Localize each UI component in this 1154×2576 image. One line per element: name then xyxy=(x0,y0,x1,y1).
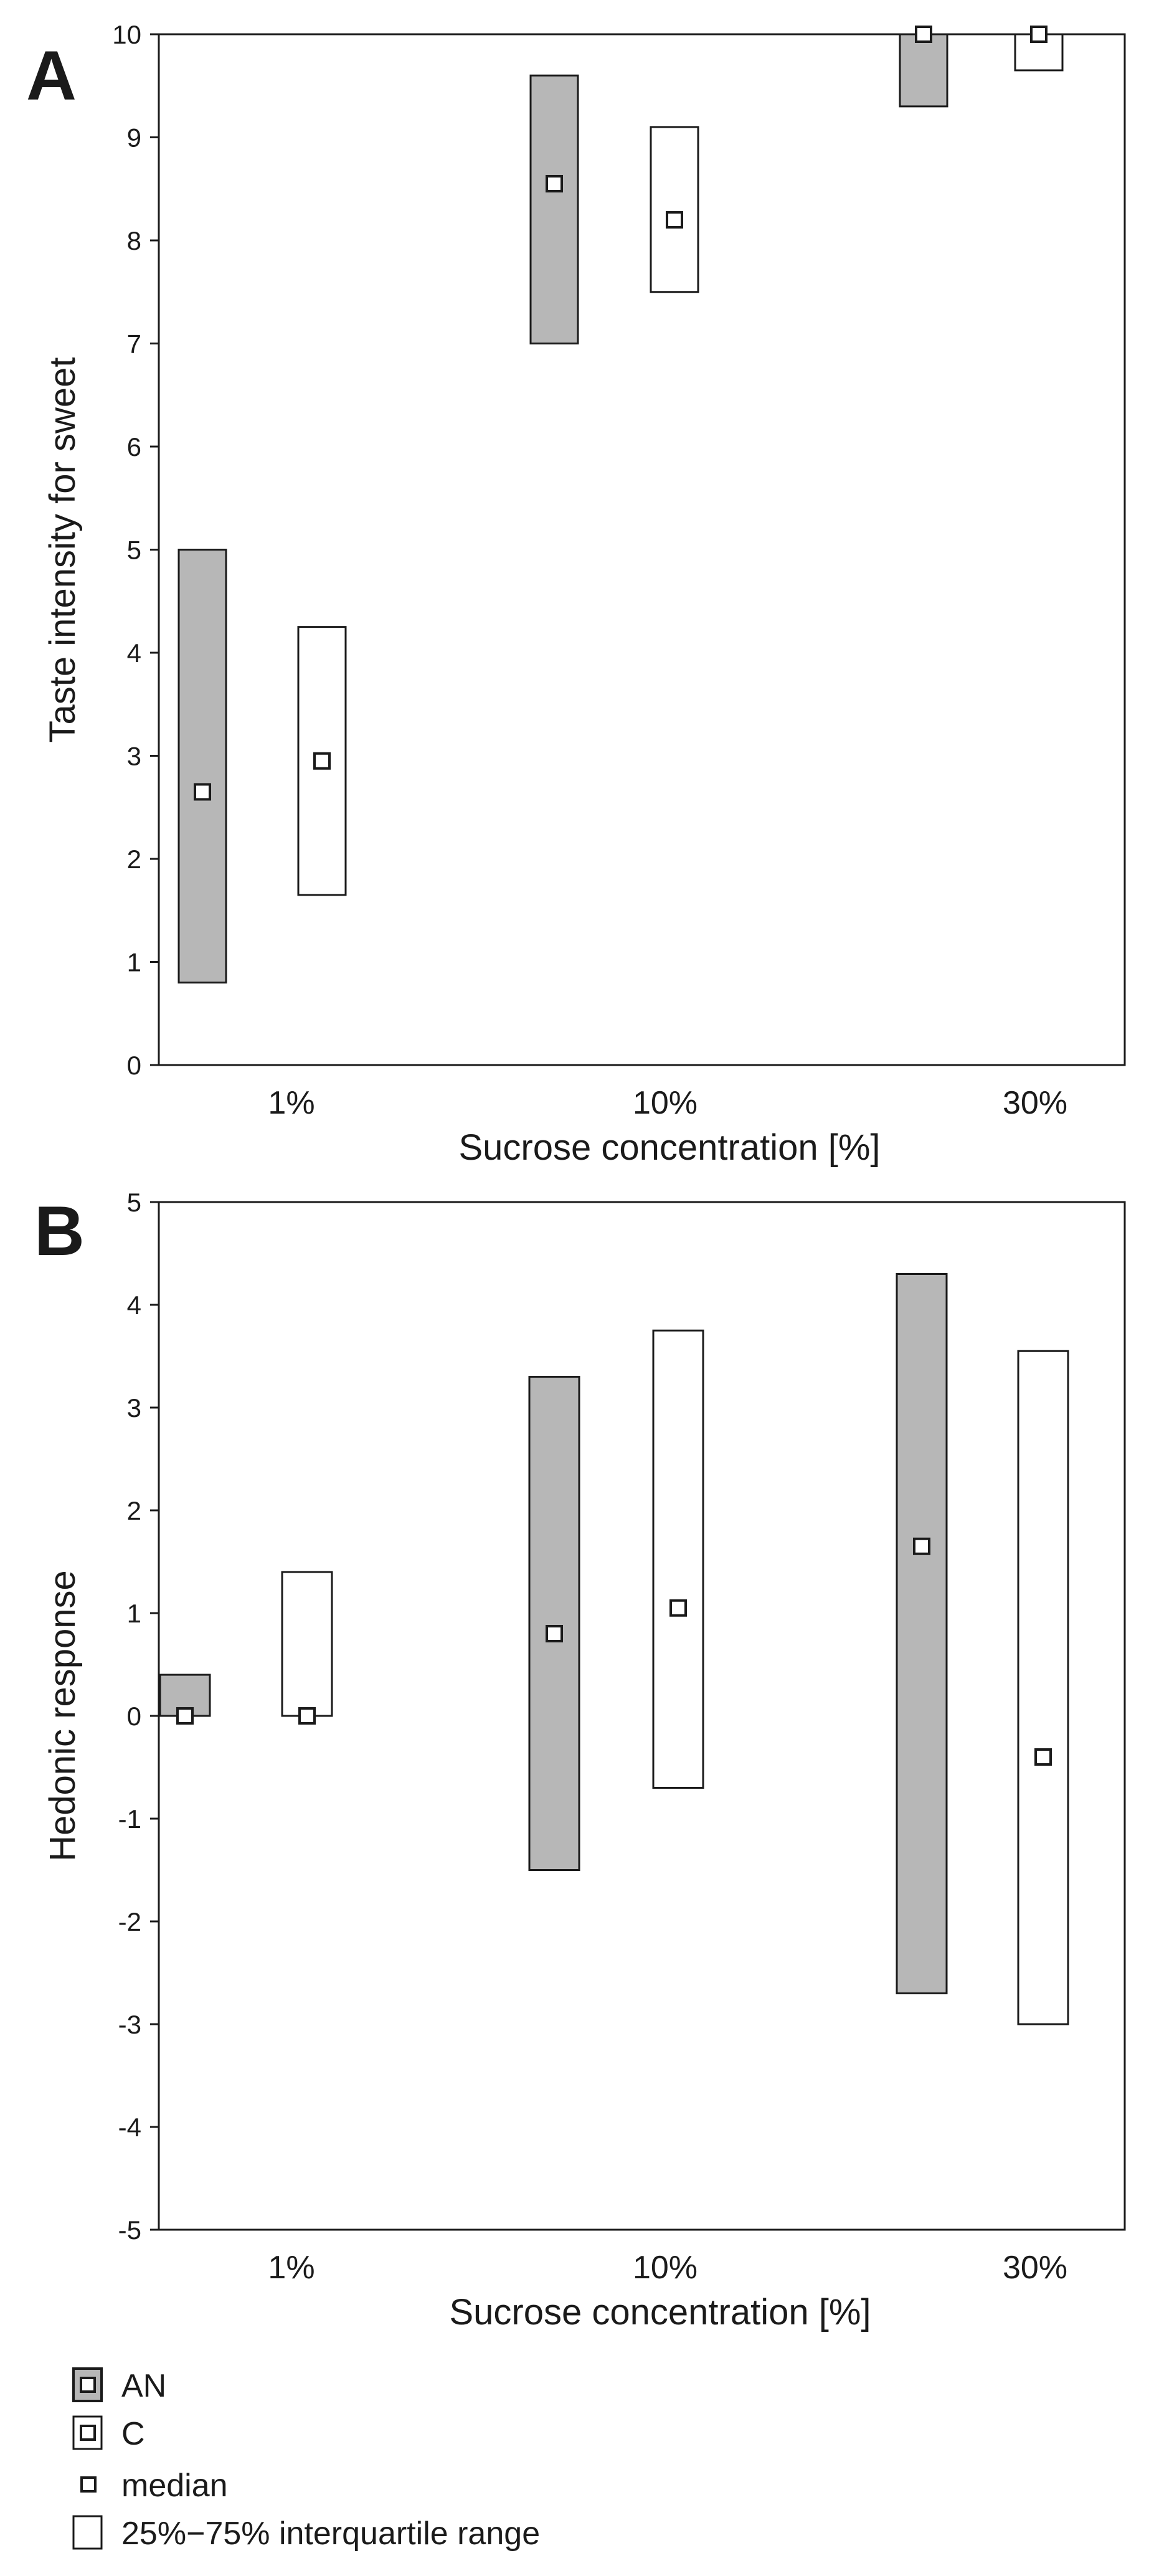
panel-a-x-axis-label: Sucrose concentration [%] xyxy=(458,1127,880,1168)
panel-b-y-tick-label: -2 xyxy=(118,1907,141,1936)
panel-b: B 5 4 3 2 1 0 -1 -2 -3 -4 -5 1% 10% 30% Sucrose conc… xyxy=(34,1188,1126,2332)
panel-b-y-tick-label: 1 xyxy=(127,1599,141,1628)
panel-a: A 0 1 2 3 4 5 6 7 8 9 10 1% 10% 30% Sucrose concentr… xyxy=(26,20,1126,1168)
legend-an: AN xyxy=(72,2367,166,2404)
legend-c: C xyxy=(72,2415,145,2452)
legend-iqr: 25%−75% interquartile range xyxy=(72,2515,540,2552)
panel-a-box-an-1 xyxy=(177,549,227,984)
panel-a-y-tick-label: 2 xyxy=(127,845,141,874)
panel-a-median-an-2 xyxy=(546,174,563,192)
panel-b-box-c-1 xyxy=(281,1571,333,1717)
panel-a-y-tick-label: 9 xyxy=(127,123,141,153)
legend-c-label: C xyxy=(121,2416,145,2452)
legend-c-median-icon xyxy=(80,2425,96,2441)
panel-b-y-tick-label: 5 xyxy=(127,1188,141,1217)
panel-b-y-tick-label: -5 xyxy=(118,2215,141,2245)
panel-b-box-c-2 xyxy=(652,1329,704,1789)
panel-a-median-c-1 xyxy=(313,752,331,770)
panel-b-y-tick-label: -3 xyxy=(118,2010,141,2039)
panel-a-plot-frame xyxy=(158,33,1126,1066)
panel-b-y-tick-label: 4 xyxy=(127,1290,141,1320)
panel-b-category-label: 1% xyxy=(268,2250,315,2286)
panel-b-y-ticks: 5 4 3 2 1 0 -1 -2 -3 -4 -5 xyxy=(118,1188,159,2245)
panel-b-category-label: 30% xyxy=(1003,2250,1067,2286)
panel-b-label: B xyxy=(34,1192,85,1270)
panel-b-box-an-3 xyxy=(896,1273,948,1994)
panel-b-x-axis-label: Sucrose concentration [%] xyxy=(449,2292,871,2332)
panel-a-median-an-1 xyxy=(194,783,211,801)
legend-median-icon xyxy=(80,2476,97,2493)
panel-b-y-tick-label: -4 xyxy=(118,2113,141,2142)
panel-b-median-an-2 xyxy=(546,1625,563,1642)
panel-a-box-an-2 xyxy=(529,74,579,344)
panel-b-median-an-3 xyxy=(913,1537,930,1555)
panel-a-y-tick-label: 1 xyxy=(127,948,141,977)
panel-b-category-label: 10% xyxy=(633,2250,698,2286)
panel-a-y-axis-label: Taste intensity for sweet xyxy=(42,358,83,743)
legend-median: median xyxy=(80,2468,228,2504)
panel-a-median-c-2 xyxy=(666,211,683,229)
panel-b-median-c-1 xyxy=(298,1707,316,1725)
panel-a-y-tick-label: 5 xyxy=(127,536,141,565)
panel-b-box-c-3 xyxy=(1017,1350,1069,2025)
panel-a-box-c-2 xyxy=(650,126,699,293)
panel-b-boxes xyxy=(159,1273,1069,2025)
panel-a-boxes xyxy=(177,26,1064,984)
legend: AN C median 25%−75% interquartile range xyxy=(72,2367,540,2552)
panel-b-y-tick-label: -1 xyxy=(118,1804,141,1834)
panel-a-category-label: 30% xyxy=(1003,1085,1067,1121)
legend-an-label: AN xyxy=(121,2368,166,2404)
panel-b-box-an-2 xyxy=(528,1376,580,1871)
panel-b-y-axis-label: Hedonic response xyxy=(42,1570,83,1862)
legend-an-median-icon xyxy=(80,2377,96,2393)
panel-b-median-an-1 xyxy=(176,1707,194,1725)
panel-a-y-tick-label: 0 xyxy=(127,1051,141,1080)
panel-a-y-tick-label: 4 xyxy=(127,638,141,668)
panel-b-median-c-2 xyxy=(669,1599,687,1617)
panel-a-median-an-3 xyxy=(915,26,932,43)
panel-a-y-tick-label: 10 xyxy=(112,20,141,49)
panel-a-category-label: 1% xyxy=(268,1085,315,1121)
panel-b-y-tick-label: 2 xyxy=(127,1496,141,1525)
panel-a-label: A xyxy=(26,37,77,115)
panel-a-y-tick-label: 7 xyxy=(127,329,141,359)
panel-a-median-c-3 xyxy=(1030,26,1048,43)
panel-a-box-an-3 xyxy=(899,33,948,108)
legend-iqr-icon xyxy=(72,2515,103,2550)
panel-b-categories: 1% 10% 30% xyxy=(268,2250,1067,2286)
panel-b-median-c-3 xyxy=(1034,1748,1052,1766)
panel-a-y-tick-label: 8 xyxy=(127,226,141,255)
panel-a-category-label: 10% xyxy=(633,1085,698,1121)
panel-a-y-tick-label: 3 xyxy=(127,742,141,771)
panel-b-y-tick-label: 0 xyxy=(127,1702,141,1731)
panel-a-y-tick-label: 6 xyxy=(127,432,141,462)
legend-iqr-label: 25%−75% interquartile range xyxy=(121,2516,540,2552)
panel-b-y-tick-label: 3 xyxy=(127,1393,141,1423)
panel-a-categories: 1% 10% 30% xyxy=(268,1085,1067,1121)
panel-a-y-ticks: 0 1 2 3 4 5 6 7 8 9 10 xyxy=(112,20,159,1080)
legend-median-label: median xyxy=(121,2468,228,2504)
